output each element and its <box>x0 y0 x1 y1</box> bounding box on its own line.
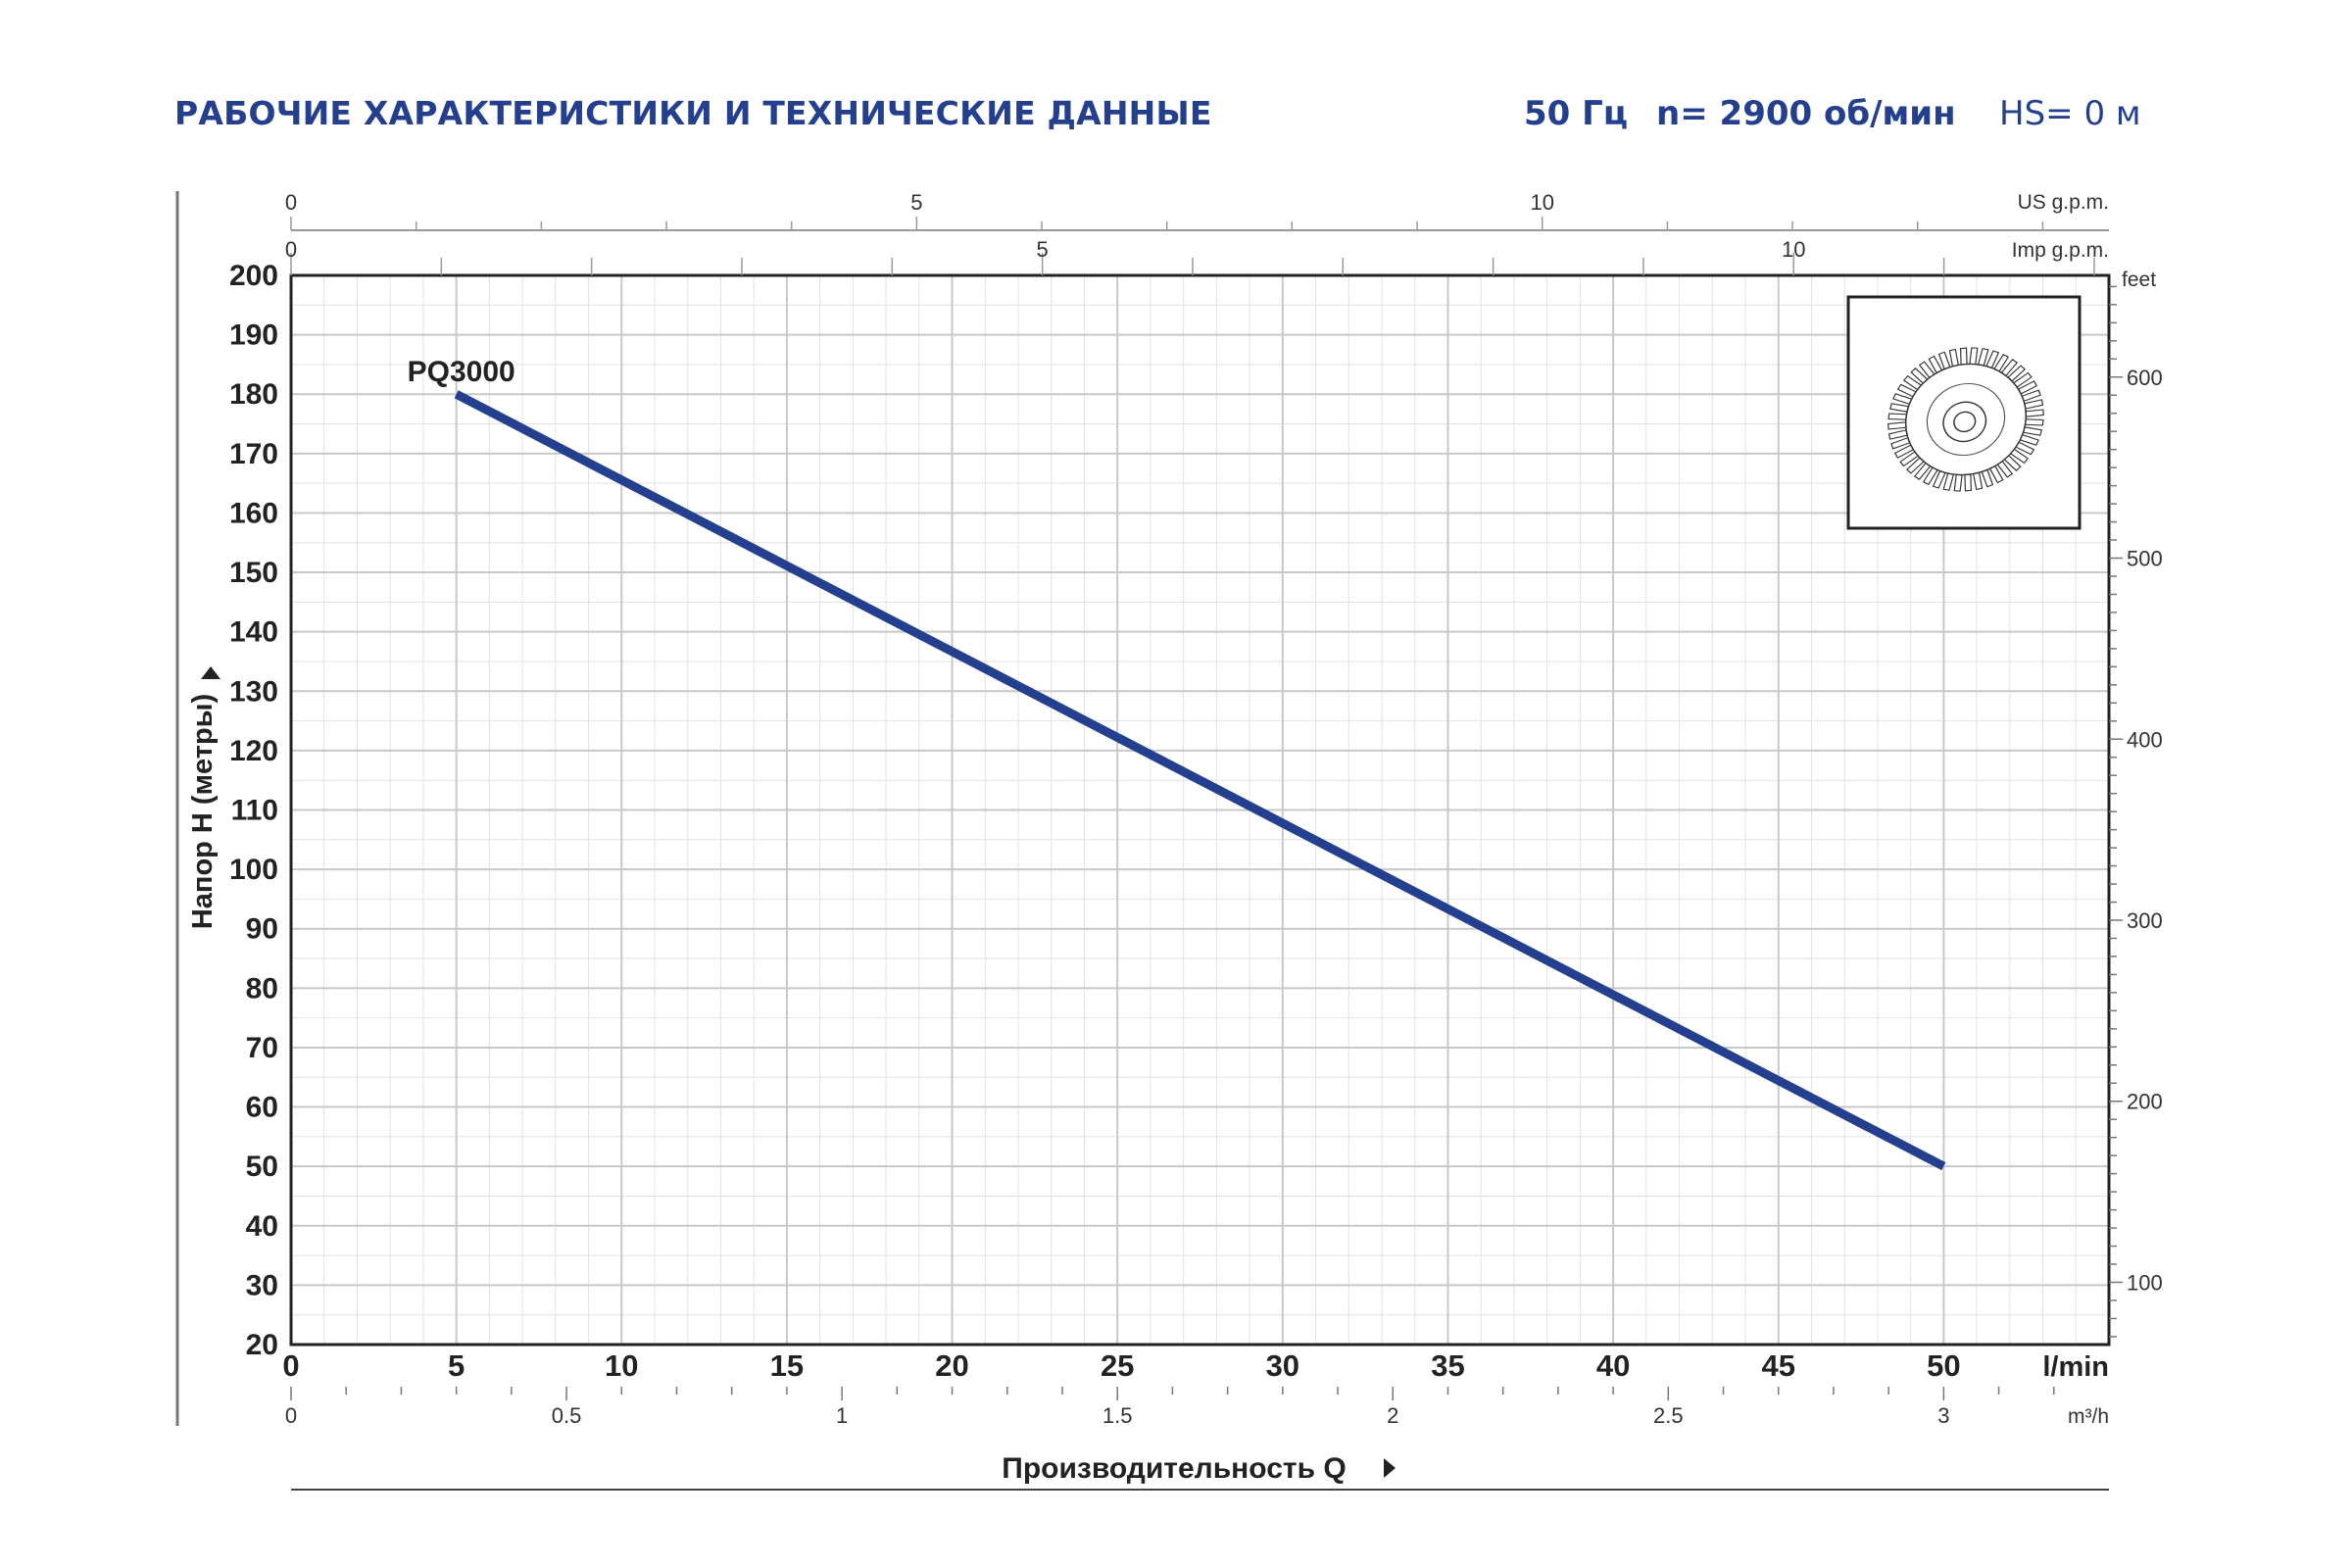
x-tick-label: 45 <box>1761 1348 1794 1383</box>
y-tick-label: 100 <box>229 854 278 886</box>
series-line-pq3000 <box>454 390 1946 1171</box>
impeller-disc <box>1926 382 2006 457</box>
x-tick-label: 25 <box>1101 1348 1134 1383</box>
y-tick-label: 170 <box>229 438 278 470</box>
m3h-unit-label: m³/h <box>2068 1405 2109 1428</box>
impeller-blade <box>1887 421 1907 430</box>
plot-frame <box>289 273 2111 1347</box>
feet-tick-label: 600 <box>2127 366 2163 390</box>
feet-unit-label: feet <box>2122 269 2156 291</box>
impeller-blade <box>2025 409 2044 417</box>
m3h-tick-label: 2 <box>1387 1403 1398 1428</box>
impeller-blade <box>1887 413 1908 420</box>
m3h-tick-label: 2.5 <box>1653 1403 1684 1428</box>
y-tick-label: 30 <box>246 1269 278 1301</box>
y-tick-label: 160 <box>229 497 278 529</box>
feet-tick-label: 400 <box>2127 727 2163 752</box>
us-gpm-tick-label: 0 <box>285 190 297 215</box>
frequency-label: 50 Гц <box>1524 94 1629 133</box>
y-tick-label: 90 <box>246 913 278 946</box>
speed-label: n= 2900 об/мин <box>1656 94 1956 133</box>
imp-gpm-tick-label: 5 <box>1037 237 1049 262</box>
m3h-tick-label: 1 <box>836 1403 848 1428</box>
y-tick-label: 150 <box>229 557 278 589</box>
x-unit-label: l/min <box>2042 1351 2109 1383</box>
x-tick-label: 10 <box>605 1348 638 1383</box>
us-gpm-tick-label: 10 <box>1530 190 1553 215</box>
y-tick-label: 190 <box>229 319 278 352</box>
y-tick-label: 50 <box>246 1151 278 1183</box>
series-label: PQ3000 <box>408 356 515 388</box>
x-tick-label: 30 <box>1266 1348 1299 1383</box>
x-tick-label: 35 <box>1431 1348 1464 1383</box>
us-gpm-tick-label: 5 <box>910 190 922 215</box>
x-tick-label: 0 <box>282 1348 299 1383</box>
m3h-tick-label: 0 <box>285 1403 297 1428</box>
y-axis-arrow-icon <box>201 666 220 679</box>
y-tick-label: 60 <box>246 1092 278 1124</box>
impeller-blade <box>2024 418 2044 426</box>
impeller-blade <box>1969 347 1979 366</box>
y-tick-label: 180 <box>229 378 278 411</box>
x-tick-label: 20 <box>935 1348 968 1383</box>
y-tick-label: 130 <box>229 675 278 708</box>
y-tick-label: 120 <box>229 735 278 767</box>
y-tick-label: 40 <box>246 1210 278 1243</box>
x-tick-label: 15 <box>770 1348 804 1383</box>
y-tick-label: 70 <box>246 1032 278 1064</box>
imp-gpm-tick-label: 10 <box>1782 237 1805 262</box>
y-tick-label: 110 <box>231 795 278 827</box>
x-tick-label: 50 <box>1927 1348 1960 1383</box>
page-title: РАБОЧИЕ ХАРАКТЕРИСТИКИ И ТЕХНИЧЕСКИЕ ДАН… <box>174 94 1212 132</box>
impeller-hub <box>1942 401 1987 443</box>
m3h-tick-label: 0.5 <box>552 1403 582 1428</box>
feet-tick-label: 200 <box>2127 1090 2163 1114</box>
impeller-blade <box>1964 473 1973 492</box>
x-axis-arrow-icon <box>1384 1458 1396 1478</box>
impeller-blade <box>1953 473 1963 492</box>
y-tick-label: 20 <box>246 1329 278 1361</box>
y-tick-label: 140 <box>229 616 278 649</box>
us-gpm-unit-label: US g.p.m. <box>2018 191 2109 214</box>
suction-head-label: HS= 0 м <box>1999 94 2141 133</box>
x-tick-label: 40 <box>1596 1348 1630 1383</box>
feet-tick-label: 100 <box>2127 1270 2163 1295</box>
impeller-blades <box>1887 347 2044 492</box>
impeller-blade <box>1959 347 1968 366</box>
m3h-tick-label: 1.5 <box>1102 1403 1133 1428</box>
y-tick-label: 200 <box>229 260 278 292</box>
imp-gpm-unit-label: Imp g.p.m. <box>2012 239 2109 262</box>
feet-tick-label: 500 <box>2127 547 2163 571</box>
imp-gpm-tick-label: 0 <box>285 237 297 262</box>
x-axis-title: Производительность Q <box>1002 1452 1346 1485</box>
impeller-icon <box>1846 295 2082 530</box>
m3h-tick-label: 3 <box>1937 1403 1949 1428</box>
impeller-bore <box>1953 411 1977 433</box>
impeller-rim <box>1904 363 2028 476</box>
y-axis-title: Напор H (метры) <box>187 694 219 929</box>
y-tick-label: 80 <box>246 972 278 1004</box>
feet-tick-label: 300 <box>2127 908 2163 933</box>
x-tick-label: 5 <box>448 1348 465 1383</box>
